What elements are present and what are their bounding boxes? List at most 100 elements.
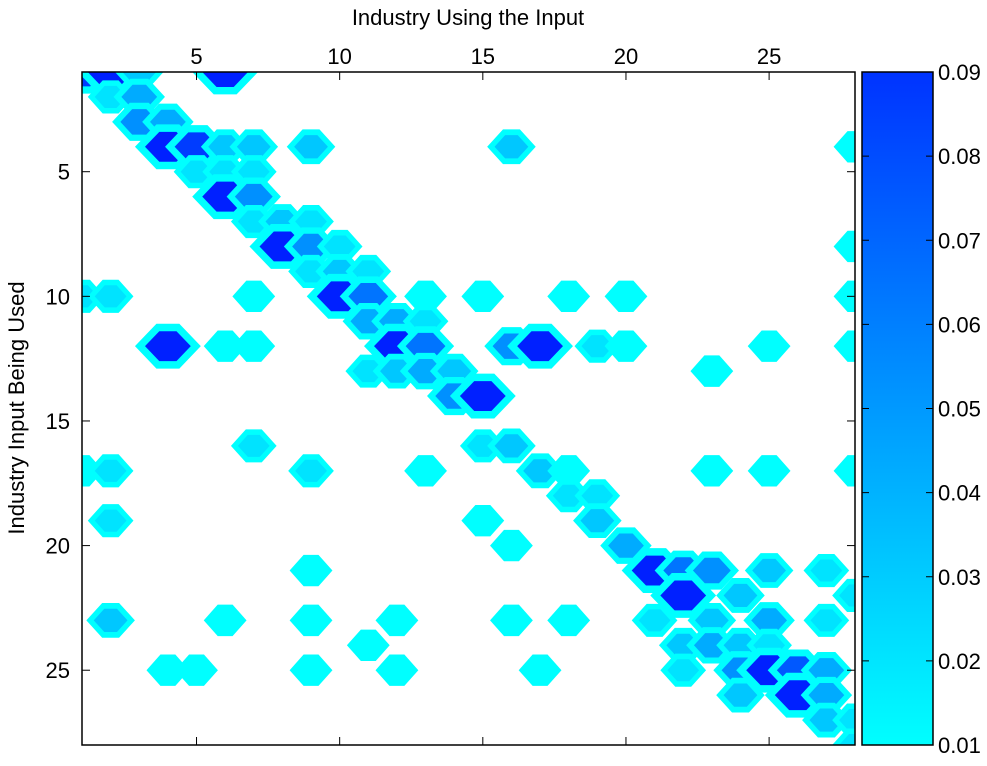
x-axis-ticks: 5 10 15 20 25 bbox=[190, 44, 781, 745]
heatmap-cell bbox=[144, 331, 191, 362]
heatmap-cell-halo bbox=[833, 455, 855, 487]
heatmap-cell bbox=[667, 659, 700, 682]
heatmap-cell-halo bbox=[404, 280, 447, 313]
x-tick-label: 10 bbox=[327, 44, 351, 69]
heatmap-cell bbox=[348, 283, 389, 310]
y-tick-label: 15 bbox=[46, 409, 70, 434]
heatmap-cell bbox=[839, 733, 855, 745]
heatmap-cell bbox=[295, 210, 327, 233]
heatmap-cell-halo bbox=[490, 604, 533, 637]
heatmap-cell-halo bbox=[547, 455, 591, 487]
heatmap-cell bbox=[693, 633, 730, 658]
y-tick-label: 10 bbox=[46, 284, 70, 309]
x-tick-label: 20 bbox=[614, 44, 638, 69]
x-tick-label: 25 bbox=[757, 44, 781, 69]
colorbar-ticks: 0.09 0.08 0.07 0.06 0.05 0.04 0.03 0.02 0.01 bbox=[862, 60, 981, 758]
heatmap-cell bbox=[839, 709, 855, 732]
heatmap-cell bbox=[295, 260, 327, 283]
colorbar bbox=[861, 71, 934, 746]
heatmap-cell-halo bbox=[547, 604, 591, 637]
heatmap-cell bbox=[407, 358, 444, 384]
heatmap-cell-halo bbox=[833, 131, 855, 163]
heatmap-cell-halo bbox=[747, 330, 791, 362]
heatmap-cell-halo bbox=[604, 280, 648, 313]
heatmap-cell-halo bbox=[203, 604, 247, 637]
heatmap-cell bbox=[94, 285, 127, 308]
heatmap-cell bbox=[237, 210, 270, 233]
heatmap-cell-halo bbox=[232, 280, 276, 313]
heatmap-cell bbox=[839, 584, 855, 607]
colorbar-tick-label: 0.09 bbox=[938, 60, 981, 85]
heatmap-cell-halo bbox=[833, 330, 855, 362]
heatmap-cell bbox=[723, 683, 758, 707]
heatmap-cell-halo bbox=[375, 654, 419, 686]
heatmap-cell bbox=[202, 72, 249, 87]
heatmap-cell bbox=[466, 434, 499, 457]
heatmap-cell bbox=[180, 160, 213, 183]
colorbar-tick-label: 0.08 bbox=[938, 144, 981, 169]
x-axis-label: Industry Using the Input bbox=[352, 5, 584, 30]
heatmap-cell bbox=[208, 135, 243, 159]
heatmap-cell-halo bbox=[461, 280, 505, 313]
heatmap-cell bbox=[94, 85, 127, 108]
heatmap-cell bbox=[692, 557, 731, 584]
heatmap-cell-halo bbox=[833, 280, 855, 313]
x-tick-label: 5 bbox=[190, 44, 202, 69]
colorbar-tick-label: 0.04 bbox=[938, 481, 981, 506]
heatmap-cell bbox=[723, 583, 758, 608]
heatmap-cell bbox=[94, 459, 127, 482]
colorbar-tick-label: 0.01 bbox=[938, 733, 981, 758]
heatmap-cell bbox=[808, 682, 845, 708]
heatmap-cell-halo bbox=[690, 455, 734, 487]
heatmap-cell-halo bbox=[518, 654, 562, 686]
heatmap-cell-halo bbox=[289, 604, 333, 637]
heatmap-cell bbox=[234, 183, 273, 210]
heatmap-cell bbox=[437, 359, 472, 383]
colorbar-tick-label: 0.06 bbox=[938, 312, 981, 337]
heatmap-cell bbox=[581, 484, 614, 507]
heatmap-cell bbox=[809, 708, 844, 732]
heatmap-cell bbox=[694, 608, 729, 632]
heatmap-cell-halo bbox=[346, 629, 390, 661]
heatmap-cell bbox=[237, 160, 270, 183]
y-tick-label: 25 bbox=[46, 658, 70, 683]
colorbar-tick-label: 0.02 bbox=[938, 649, 981, 674]
heatmap-cell bbox=[295, 459, 327, 482]
heatmap-cell bbox=[808, 658, 845, 683]
heatmap-cell bbox=[752, 558, 787, 583]
x-tick-label: 15 bbox=[471, 44, 495, 69]
heatmap-cell bbox=[581, 335, 614, 358]
heatmap-cell-halo bbox=[375, 604, 419, 637]
heatmap-cell bbox=[638, 609, 671, 632]
heatmap-cell bbox=[523, 459, 557, 483]
heatmap-cell bbox=[751, 608, 788, 633]
y-tick-label: 5 bbox=[58, 160, 70, 185]
colorbar-tick-label: 0.05 bbox=[938, 397, 981, 422]
heatmap-cell-halo bbox=[404, 455, 447, 487]
heatmap-cell bbox=[236, 135, 271, 159]
heatmap-cell-halo bbox=[232, 330, 276, 362]
heatmap-cell bbox=[494, 434, 529, 458]
heatmap-cell bbox=[660, 580, 707, 611]
heatmap-cell bbox=[810, 559, 843, 582]
heatmap-cell bbox=[294, 135, 328, 159]
heatmap-cell-halo bbox=[547, 280, 591, 313]
heatmap-cell bbox=[292, 233, 330, 260]
heatmap-cell-halo bbox=[833, 230, 855, 263]
plot-frame bbox=[81, 71, 856, 746]
heatmap-cell-halo bbox=[203, 330, 247, 362]
heatmap-cell bbox=[723, 633, 758, 657]
heatmap-cell-halo bbox=[289, 554, 333, 587]
heatmap-cell bbox=[237, 434, 270, 457]
heatmap-cells bbox=[82, 72, 855, 745]
heatmap-cell-halo bbox=[690, 355, 734, 387]
heatmap-cell-halo bbox=[175, 654, 218, 686]
heatmap-cell bbox=[494, 135, 529, 159]
heatmap-cell bbox=[352, 360, 385, 383]
heatmap-cell bbox=[93, 608, 128, 632]
y-axis-label: Industry Input Being Used bbox=[4, 281, 29, 534]
heatmap-cell-halo bbox=[461, 504, 505, 537]
heatmap-cell bbox=[323, 235, 356, 258]
heatmap-cell bbox=[608, 533, 644, 558]
